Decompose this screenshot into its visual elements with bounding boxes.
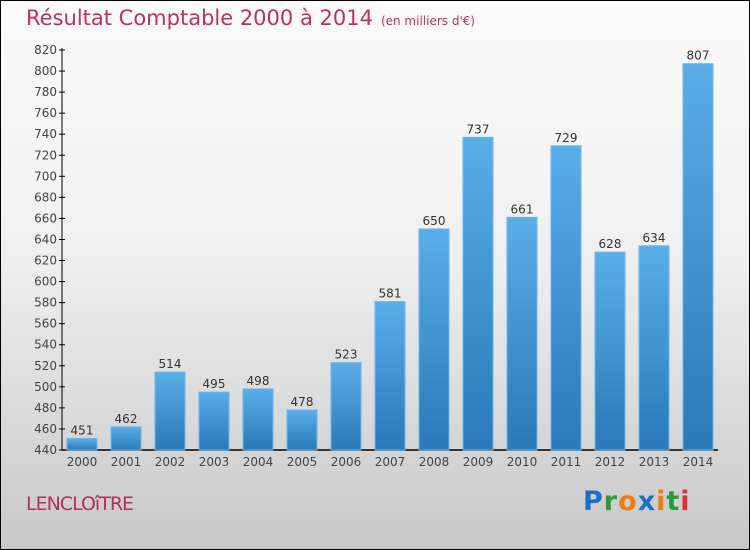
bar: [374, 301, 406, 451]
bar: [154, 371, 186, 451]
x-tick-label: 2012: [595, 455, 626, 469]
bar: [506, 216, 538, 451]
data-label: 581: [379, 287, 402, 301]
data-label: 514: [159, 357, 182, 371]
data-label: 737: [467, 122, 490, 136]
data-label: 462: [115, 412, 138, 426]
bar: [418, 228, 450, 451]
bar: [594, 251, 626, 451]
x-tick-label: 2005: [287, 455, 318, 469]
data-label: 661: [511, 202, 534, 216]
y-tick-label: 480: [34, 401, 57, 415]
x-tick-label: 2001: [111, 455, 142, 469]
data-label: 495: [203, 377, 226, 391]
data-label: 634: [643, 231, 666, 245]
data-label: 478: [291, 395, 314, 409]
proxiti-logo[interactable]: Proxiti: [583, 486, 691, 517]
data-label: 451: [71, 423, 94, 437]
bar: [462, 136, 494, 451]
data-label: 523: [335, 348, 358, 362]
bar: [330, 362, 362, 451]
y-tick-label: 820: [34, 43, 57, 57]
y-tick-label: 680: [34, 190, 57, 204]
data-label: 729: [555, 131, 578, 145]
city-name: LENCLOîTRE: [26, 493, 134, 515]
bar: [242, 388, 274, 451]
y-tick-label: 660: [34, 211, 57, 225]
y-tick-label: 740: [34, 127, 57, 141]
x-tick-label: 2004: [243, 455, 274, 469]
x-tick-label: 2002: [155, 455, 186, 469]
title-text: Résultat Comptable 2000 à 2014: [26, 6, 373, 30]
x-tick-label: 2008: [419, 455, 450, 469]
bar: [66, 437, 98, 451]
x-tick-label: 2000: [67, 455, 98, 469]
y-tick-label: 640: [34, 232, 57, 246]
bar: [198, 391, 230, 451]
x-tick-label: 2009: [463, 455, 494, 469]
y-tick-label: 600: [34, 275, 57, 289]
y-tick-label: 700: [34, 169, 57, 183]
y-tick-label: 760: [34, 106, 57, 120]
y-tick-label: 540: [34, 338, 57, 352]
chart-title: Résultat Comptable 2000 à 2014 (en millie…: [26, 6, 475, 30]
x-tick-label: 2007: [375, 455, 406, 469]
x-tick-label: 2014: [683, 455, 714, 469]
bar: [110, 426, 142, 451]
x-tick-label: 2006: [331, 455, 362, 469]
bar: [638, 245, 670, 451]
bar: [550, 145, 582, 451]
chart-subtitle: (en milliers d'€): [380, 14, 476, 28]
data-label: 650: [423, 214, 446, 228]
y-tick-label: 520: [34, 359, 57, 373]
data-label: 498: [247, 374, 270, 388]
data-label: 807: [687, 49, 710, 63]
y-tick-label: 800: [34, 64, 57, 78]
data-label: 628: [599, 237, 622, 251]
y-tick-label: 620: [34, 254, 57, 268]
x-tick-label: 2011: [551, 455, 582, 469]
y-tick-label: 560: [34, 317, 57, 331]
y-tick-label: 720: [34, 148, 57, 162]
y-tick-label: 780: [34, 85, 57, 99]
x-tick-label: 2003: [199, 455, 230, 469]
y-tick-label: 460: [34, 422, 57, 436]
bar: [682, 63, 714, 451]
bar: [286, 409, 318, 451]
y-tick-label: 500: [34, 380, 57, 394]
y-tick-label: 440: [34, 443, 57, 457]
x-tick-label: 2010: [507, 455, 538, 469]
y-tick-label: 580: [34, 296, 57, 310]
x-tick-label: 2013: [639, 455, 670, 469]
